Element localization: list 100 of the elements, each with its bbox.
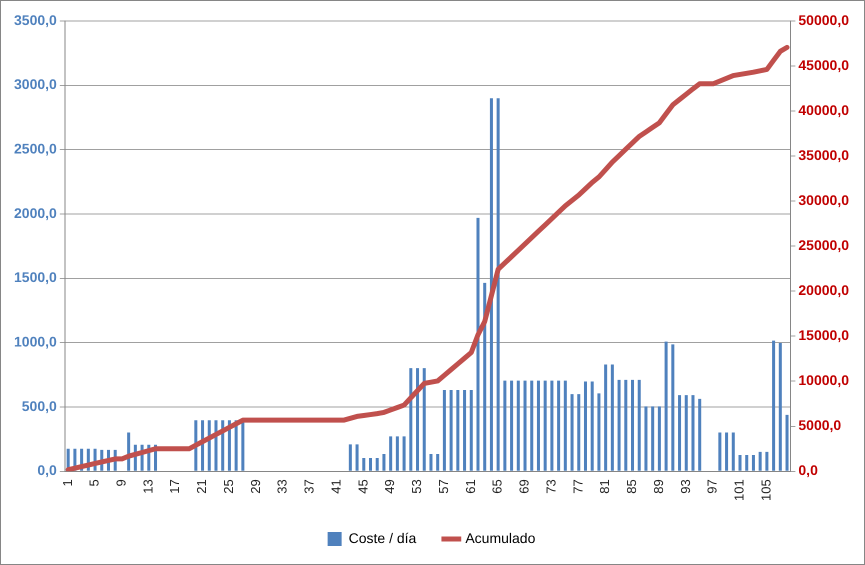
bar (772, 340, 776, 471)
bar (463, 390, 466, 471)
y2-tick-label: 50000,0 (798, 12, 850, 28)
legend-label: Coste / día (348, 530, 417, 546)
bar (376, 458, 379, 471)
bar (671, 344, 674, 471)
bar (476, 218, 480, 471)
bar (651, 406, 654, 471)
x-tick-label: 77 (570, 479, 586, 494)
legend-label: Acumulado (465, 530, 536, 546)
bar (530, 380, 534, 471)
bar (624, 380, 628, 471)
bar (436, 454, 440, 471)
bar (732, 432, 735, 471)
bar (745, 454, 748, 471)
y2-tick-label: 40000,0 (798, 102, 850, 118)
x-tick-label: 89 (650, 479, 666, 494)
bar (557, 380, 560, 471)
x-tick-label: 9 (114, 479, 129, 487)
bar (752, 454, 755, 471)
bar (664, 342, 668, 471)
bar (584, 382, 587, 471)
bar (597, 393, 600, 471)
bar (409, 368, 412, 471)
bar (786, 414, 789, 471)
y2-tick-label: 30000,0 (798, 192, 850, 208)
bar (516, 380, 520, 471)
y-tick-label: 3500,0 (14, 12, 58, 28)
y-tick-label: 1500,0 (14, 269, 58, 286)
bar (644, 406, 648, 471)
bar (564, 380, 567, 471)
x-tick-label: 93 (678, 479, 693, 494)
y2-tick-label: 5000,0 (798, 417, 842, 434)
bar (570, 394, 574, 471)
bar (678, 395, 682, 471)
bar (691, 395, 694, 471)
bar (422, 368, 426, 471)
x-tick-label: 25 (220, 479, 236, 494)
bar (362, 458, 366, 471)
y-tick-label: 500,0 (22, 398, 58, 414)
bar (638, 380, 641, 471)
x-tick-label: 101 (732, 479, 747, 502)
bar (402, 436, 406, 471)
bar (450, 390, 453, 471)
bar (718, 432, 722, 471)
y2-tick-label: 15000,0 (798, 327, 850, 344)
x-tick-label: 45 (355, 479, 370, 494)
bar (765, 452, 768, 471)
x-tick-label: 5 (86, 479, 102, 487)
x-tick-label: 105 (758, 479, 774, 502)
y2-tick-label: 10000,0 (798, 372, 850, 388)
bar (618, 380, 621, 471)
x-tick-label: 29 (248, 479, 263, 494)
x-tick-label: 81 (597, 479, 612, 494)
y2-tick-label: 20000,0 (798, 282, 850, 298)
bar (658, 406, 661, 471)
x-tick-label: 13 (140, 479, 156, 494)
y-tick-label: 0,0 (37, 462, 58, 478)
bar (778, 343, 782, 471)
x-tick-label: 1 (60, 479, 75, 487)
bar (524, 380, 527, 471)
bar (396, 436, 399, 471)
bar (470, 390, 473, 471)
x-tick-label: 41 (328, 479, 344, 494)
bar (442, 390, 446, 471)
bar (429, 454, 432, 471)
bar (490, 98, 493, 471)
x-tick-label: 49 (382, 479, 398, 494)
bar (456, 390, 460, 471)
bar (348, 444, 352, 471)
bar (610, 364, 614, 471)
y-tick-label: 2500,0 (14, 140, 58, 157)
x-tick-label: 33 (274, 479, 290, 494)
x-tick-label: 21 (194, 479, 210, 494)
bar (577, 394, 580, 471)
bar (684, 395, 688, 471)
y-tick-label: 2000,0 (14, 204, 58, 221)
bar (382, 454, 386, 471)
y-tick-label: 3000,0 (14, 76, 58, 92)
bar (368, 458, 372, 471)
bar (356, 444, 359, 471)
bar (758, 452, 762, 471)
x-tick-label: 69 (516, 479, 532, 494)
bar (550, 380, 554, 471)
bar (590, 382, 594, 471)
x-tick-label: 53 (409, 479, 424, 494)
x-tick-label: 61 (462, 479, 478, 494)
y-tick-label: 1000,0 (14, 334, 58, 350)
x-tick-label: 97 (704, 479, 720, 494)
y2-tick-label: 25000,0 (798, 237, 850, 254)
bar (544, 380, 547, 471)
bar (536, 380, 540, 471)
bar (389, 436, 392, 471)
y2-tick-label: 0,0 (798, 462, 818, 478)
bar (510, 380, 514, 471)
x-tick-label: 73 (543, 479, 558, 494)
y2-tick-label: 45000,0 (798, 56, 850, 73)
bar (725, 432, 728, 471)
bar (631, 380, 634, 471)
bar (604, 364, 608, 471)
